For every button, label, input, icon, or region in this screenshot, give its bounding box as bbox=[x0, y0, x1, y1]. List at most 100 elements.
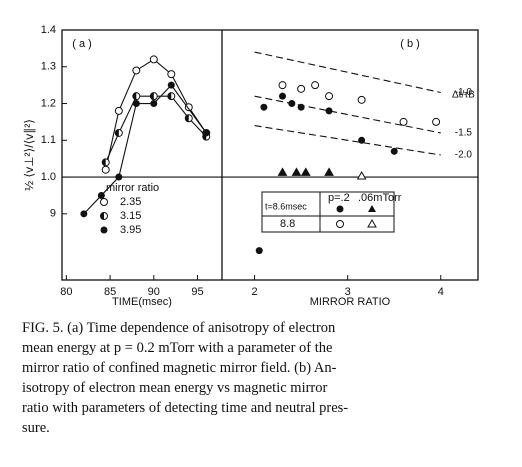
point bbox=[277, 167, 288, 176]
line-label: -1.0 bbox=[455, 87, 473, 98]
x-tick-label: 80 bbox=[60, 286, 72, 298]
point bbox=[184, 114, 193, 123]
point bbox=[202, 129, 210, 137]
point bbox=[167, 92, 176, 101]
caption-line: isotropy of electron mean energy vs magn… bbox=[22, 380, 328, 396]
caption-line: FIG. 5. (a) Time dependence of anisotrop… bbox=[22, 320, 336, 336]
figure: p=.2 .06mTorr t=8.6msec 8.8 ( a ) TIME(ms… bbox=[22, 24, 479, 308]
y-tick-label: 1.3 bbox=[41, 61, 56, 73]
series bbox=[356, 171, 367, 180]
series-line bbox=[254, 125, 441, 156]
legend-symbol bbox=[100, 212, 108, 220]
legend-label: 3.15 bbox=[120, 210, 141, 222]
point-half bbox=[185, 114, 189, 122]
legend-label: 2.35 bbox=[120, 196, 141, 208]
caption: FIG. 5. (a) Time dependence of anisotrop… bbox=[22, 318, 512, 438]
x-tick-label: 95 bbox=[191, 286, 203, 298]
point bbox=[255, 247, 263, 255]
point-half bbox=[132, 92, 137, 100]
caption-line: mean energy at p = 0.2 mTorr with a para… bbox=[22, 340, 333, 356]
point bbox=[390, 147, 398, 155]
legend-header: .06mTorr bbox=[358, 192, 402, 204]
series: -1.5 bbox=[254, 95, 473, 139]
series-line bbox=[254, 51, 441, 94]
point bbox=[279, 92, 287, 100]
series bbox=[278, 81, 441, 126]
legend-row-label: 8.8 bbox=[280, 218, 295, 230]
y-tick-label: 1.0 bbox=[41, 171, 56, 183]
legend-label: 3.95 bbox=[120, 224, 141, 236]
point-half bbox=[102, 158, 106, 166]
point bbox=[432, 117, 441, 126]
point bbox=[325, 92, 334, 101]
point-half bbox=[150, 92, 154, 100]
point bbox=[291, 167, 302, 176]
point bbox=[114, 128, 123, 137]
point bbox=[311, 81, 320, 90]
legend-symbol bbox=[367, 218, 377, 228]
point bbox=[325, 107, 333, 115]
series: -1.0 bbox=[254, 51, 473, 98]
line-label: -2.0 bbox=[455, 150, 473, 161]
series: -2.0 bbox=[254, 125, 473, 161]
series: 2.35 bbox=[100, 55, 211, 208]
legend-symbol bbox=[100, 226, 108, 234]
point bbox=[356, 171, 367, 180]
point bbox=[101, 158, 110, 167]
legend-symbol bbox=[336, 205, 344, 213]
point bbox=[324, 167, 334, 176]
point bbox=[132, 92, 141, 101]
series: 3.15 bbox=[100, 92, 211, 222]
point bbox=[80, 210, 88, 218]
x-tick-label: 2 bbox=[252, 286, 258, 298]
point bbox=[149, 92, 158, 101]
legend-table: p=.2 .06mTorr t=8.6msec 8.8 bbox=[261, 191, 402, 233]
point bbox=[288, 100, 296, 108]
legend-symbol bbox=[368, 205, 376, 212]
caption-line: ratio with parameters of detecting time … bbox=[22, 400, 349, 416]
x-tick-label: 3 bbox=[345, 286, 351, 298]
legend-symbol bbox=[336, 220, 344, 228]
point bbox=[297, 103, 305, 111]
point bbox=[358, 136, 366, 144]
point bbox=[167, 81, 175, 89]
point-half bbox=[167, 92, 172, 100]
point bbox=[399, 117, 408, 126]
point-half bbox=[115, 129, 119, 137]
point bbox=[300, 167, 311, 176]
series bbox=[255, 92, 398, 255]
caption-line: sure. bbox=[22, 420, 50, 436]
legend-title: mirror ratio bbox=[106, 182, 159, 194]
panel-label: ( a ) bbox=[72, 38, 92, 50]
y-tick-label: 1.1 bbox=[41, 134, 56, 146]
legend-row-label: t=8.6msec bbox=[265, 201, 307, 211]
point bbox=[357, 95, 366, 104]
legend-symbol bbox=[100, 198, 108, 206]
series bbox=[277, 167, 334, 176]
y-tick-label: 1.2 bbox=[41, 97, 56, 109]
x-tick-label: 85 bbox=[104, 286, 116, 298]
legend-header: p=.2 bbox=[328, 192, 350, 204]
x-axis-title: MIRROR RATIO bbox=[310, 296, 391, 308]
x-tick-label: 90 bbox=[148, 286, 160, 298]
line-label: -1.5 bbox=[455, 128, 473, 139]
x-axis-title: TIME(msec) bbox=[112, 296, 172, 308]
y-tick-label: 9 bbox=[50, 208, 56, 220]
y-axis-title: ½ ⟨v⊥²⟩/⟨v∥²⟩ bbox=[22, 119, 36, 191]
point bbox=[167, 70, 176, 79]
point bbox=[297, 84, 306, 93]
point bbox=[132, 66, 141, 75]
point bbox=[184, 103, 193, 112]
point bbox=[97, 191, 105, 199]
point bbox=[150, 100, 158, 108]
caption-line: mirror ratio of confined magnetic mirror… bbox=[22, 360, 337, 376]
point-half bbox=[100, 212, 104, 220]
point bbox=[132, 100, 140, 108]
series: 3.95 bbox=[80, 81, 210, 236]
y-tick-label: 1.4 bbox=[41, 24, 56, 36]
annotation: Δt/τB bbox=[452, 90, 475, 101]
point bbox=[278, 81, 287, 90]
point bbox=[101, 165, 110, 174]
plot-frame bbox=[61, 29, 479, 281]
